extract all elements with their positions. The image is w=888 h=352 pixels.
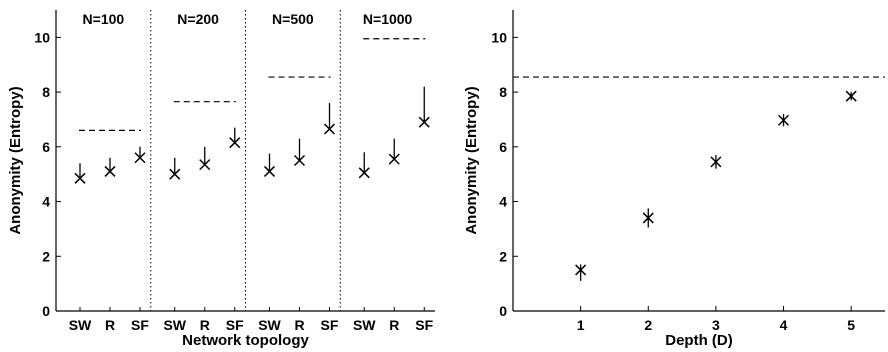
y-tick-label: 4 (42, 194, 50, 210)
x-axis-label: Depth (D) (665, 332, 733, 349)
data-point-depth-1 (575, 264, 587, 276)
x-tick-label: R (105, 317, 115, 333)
data-point-r (199, 159, 211, 171)
x-tick-label: SW (69, 317, 92, 333)
data-point-depth-4 (778, 114, 790, 126)
data-point-sw (169, 168, 181, 180)
marker-stroke (74, 172, 86, 184)
marker-stroke (293, 154, 306, 167)
data-point-r (388, 153, 400, 165)
x-tick-label: 5 (847, 317, 855, 333)
marker-stroke (358, 167, 370, 179)
group-n-200: N=200 SW R SF (150, 10, 244, 333)
data-point-sf (134, 152, 146, 164)
data-point-r (104, 165, 116, 177)
data-point-r (293, 154, 306, 167)
marker-stroke (418, 116, 430, 128)
y-tick-label: 10 (34, 29, 50, 45)
x-tick-label: 4 (780, 317, 788, 333)
group-label: N=200 (177, 11, 219, 27)
x-tick-label: R (294, 317, 304, 333)
y-tick-label: 8 (42, 84, 50, 100)
x-tick-label: SF (131, 317, 149, 333)
y-tick-label: 4 (499, 194, 507, 210)
x-tick-label: SF (415, 317, 433, 333)
x-tick-label: SW (353, 317, 376, 333)
data-point-depth-5 (845, 90, 857, 102)
marker-stroke (642, 212, 654, 224)
group-n-100: N=100 SW R SF (69, 11, 150, 333)
x-axis-label: Network topology (182, 332, 309, 349)
x-tick-label: SW (258, 317, 281, 333)
marker-stroke (169, 168, 181, 180)
y-tick-label: 6 (42, 139, 50, 155)
data-point-depth-2 (642, 212, 654, 224)
marker-stroke (104, 165, 116, 177)
x-tick-label: SW (163, 317, 186, 333)
marker-stroke (845, 90, 857, 102)
data-point-depth-3 (710, 156, 722, 168)
group-n-500: N=500 SW R SF (245, 10, 339, 333)
y-tick-label: 2 (42, 248, 50, 264)
chart-network-topology: 0 2 4 6 8 10 Anonymity (Entropy) Network topolo… (7, 10, 435, 349)
marker-stroke (575, 264, 587, 276)
x-tick-label: R (389, 317, 399, 333)
data-point-sf (323, 123, 336, 135)
x-tick-label: SF (226, 317, 244, 333)
data-point-sf (229, 137, 241, 149)
marker-stroke (388, 153, 400, 165)
marker-stroke (229, 137, 241, 149)
y-axis-label: Anonymity (Entropy) (463, 86, 480, 234)
group-label: N=1000 (363, 11, 413, 27)
y-tick-label: 8 (499, 84, 507, 100)
y-tick-label: 10 (491, 29, 507, 45)
y-tick-label: 6 (499, 139, 507, 155)
x-tick-label: 2 (644, 317, 652, 333)
marker-stroke (263, 165, 276, 177)
data-point-sw (263, 165, 276, 177)
marker-stroke (134, 152, 146, 164)
x-tick-label: SF (321, 317, 339, 333)
y-axis-label: Anonymity (Entropy) (7, 86, 24, 234)
y-tick-label: 2 (499, 248, 507, 264)
y-tick-label: 0 (499, 303, 507, 319)
group-label: N=500 (272, 11, 314, 27)
data-point-sf (418, 116, 430, 128)
marker-stroke (199, 159, 211, 171)
marker-stroke (778, 114, 790, 126)
marker-stroke (323, 123, 336, 135)
group-label: N=100 (83, 11, 125, 27)
x-tick-label: R (200, 317, 210, 333)
x-tick-label: 3 (712, 317, 720, 333)
data-point-sw (358, 167, 370, 179)
marker-stroke (710, 156, 722, 168)
y-tick-label: 0 (42, 303, 50, 319)
x-tick-label: 1 (577, 317, 585, 333)
group-n-1000: N=1000 SW R SF (339, 10, 434, 333)
data-point-sw (74, 172, 86, 184)
